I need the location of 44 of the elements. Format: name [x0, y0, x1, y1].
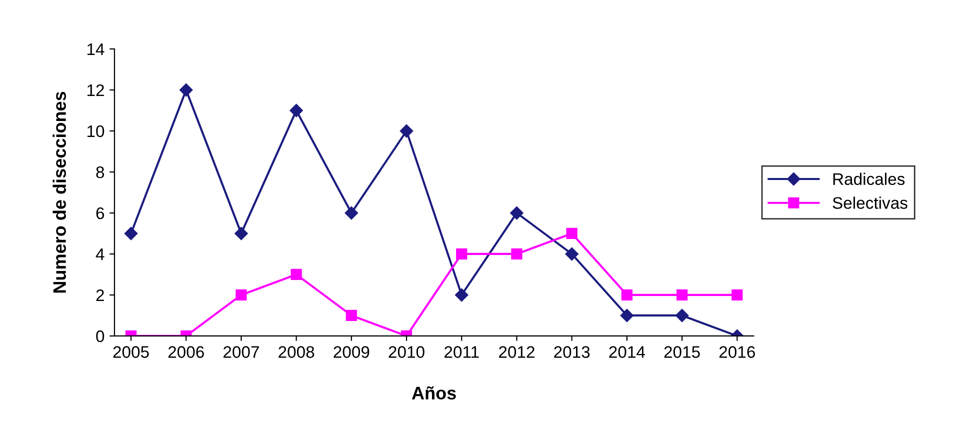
point: [234, 226, 248, 240]
point: [180, 83, 193, 97]
y-tick-label: 8: [96, 166, 104, 178]
x-tick-label: 2013: [554, 346, 590, 358]
y-axis-title: Numero de disecciones: [52, 92, 66, 293]
y-tick-label: 4: [96, 248, 104, 260]
point: [124, 226, 138, 240]
x-tick-label: 2005: [113, 346, 149, 358]
point: [676, 289, 688, 301]
point: [290, 268, 302, 280]
x-tick-label: 2014: [609, 346, 645, 358]
point: [236, 289, 247, 301]
point: [344, 206, 358, 220]
point: [566, 228, 578, 240]
point: [510, 206, 524, 220]
x-tick-label: 2011: [444, 346, 479, 358]
y-tick-label: 0: [96, 330, 104, 342]
point: [346, 310, 357, 322]
x-tick-label: 2010: [388, 346, 424, 358]
y-tick-label: 14: [87, 44, 104, 55]
legend-label: Radicales: [833, 172, 905, 185]
point: [732, 289, 743, 301]
x-tick-label: 2007: [224, 346, 259, 358]
y-tick-label: 2: [96, 289, 104, 302]
point: [620, 308, 634, 322]
y-tick-label: 10: [87, 125, 104, 138]
y-tick-label: 6: [96, 207, 104, 220]
y-tick-label: 12: [87, 84, 104, 96]
x-tick-label: 2009: [334, 346, 370, 358]
x-tick-label: 2008: [278, 346, 314, 358]
point: [400, 124, 414, 138]
x-tick-label: 2006: [168, 346, 204, 358]
point: [621, 289, 632, 301]
x-tick-label: 2016: [719, 346, 755, 358]
x-axis-title: Años: [412, 386, 456, 400]
legend-label: Selectivas: [832, 196, 908, 209]
x-tick-label: 2012: [499, 346, 534, 358]
point: [565, 247, 578, 261]
x-tick-label: 2015: [664, 346, 700, 358]
point: [511, 248, 522, 260]
point: [455, 288, 468, 302]
point: [675, 308, 689, 322]
point: [290, 104, 303, 118]
point: [456, 248, 468, 260]
